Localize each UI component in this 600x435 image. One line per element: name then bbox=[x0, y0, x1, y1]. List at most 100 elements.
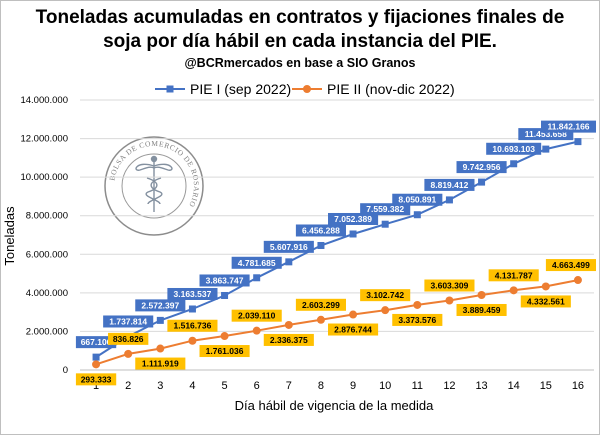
data-point bbox=[252, 326, 261, 335]
x-tick-label: 2 bbox=[125, 380, 131, 392]
data-point bbox=[542, 145, 550, 153]
x-tick-label: 3 bbox=[157, 380, 163, 392]
legend-label-pie-1: PIE I (sep 2022) bbox=[190, 81, 291, 97]
data-point bbox=[284, 320, 293, 329]
y-tick-label: 8.000.000 bbox=[26, 211, 68, 222]
data-point bbox=[92, 353, 100, 361]
data-point bbox=[477, 290, 486, 299]
x-axis-ticks: 1 2 3 4 5 6 7 8 9 10 11 12 13 14 15 16 bbox=[93, 380, 584, 392]
data-point bbox=[349, 230, 357, 238]
data-label: 293.333 bbox=[81, 374, 112, 384]
x-tick-label: 14 bbox=[508, 380, 520, 392]
x-tick-label: 9 bbox=[350, 380, 356, 392]
data-point bbox=[317, 241, 325, 249]
seal-outer-ring bbox=[104, 136, 204, 236]
data-label: 1.516.736 bbox=[174, 321, 212, 331]
y-axis-title: Toneladas bbox=[2, 206, 17, 266]
data-label-box bbox=[167, 319, 218, 332]
data-label-box bbox=[541, 120, 596, 133]
data-point bbox=[156, 316, 164, 324]
data-label: 3.163.537 bbox=[174, 289, 212, 299]
data-label: 5.607.916 bbox=[270, 242, 308, 252]
data-label: 8.819.412 bbox=[431, 180, 469, 190]
y-tick-label: 0 bbox=[63, 365, 68, 376]
caduceus-seal-icon bbox=[135, 155, 173, 212]
y-tick-label: 6.000.000 bbox=[26, 249, 68, 260]
data-point bbox=[445, 196, 453, 204]
data-point bbox=[478, 178, 486, 186]
data-label-box bbox=[424, 178, 475, 191]
series-markers bbox=[92, 138, 582, 369]
y-tick-label: 2.000.000 bbox=[26, 326, 68, 337]
data-label-box bbox=[295, 224, 346, 237]
y-tick-label: 4.000.000 bbox=[26, 288, 68, 299]
data-label-box bbox=[199, 274, 250, 287]
x-tick-label: 6 bbox=[254, 380, 260, 392]
x-tick-label: 10 bbox=[379, 380, 391, 392]
data-label: 4.781.685 bbox=[238, 258, 276, 268]
x-tick-label: 16 bbox=[572, 380, 584, 392]
data-label-box bbox=[75, 336, 117, 349]
y-tick-label: 12.000.000 bbox=[20, 134, 68, 145]
data-point bbox=[316, 315, 325, 324]
x-tick-label: 5 bbox=[222, 380, 228, 392]
data-point bbox=[156, 344, 165, 353]
data-label: 4.332.561 bbox=[527, 296, 565, 306]
x-axis-title: Día hábil de vigencia de la medida bbox=[235, 398, 435, 413]
data-label-box bbox=[456, 161, 507, 174]
data-point bbox=[221, 291, 229, 299]
legend-swatch-marker-pie-1 bbox=[166, 85, 174, 93]
data-point bbox=[220, 332, 229, 341]
legend-label-pie-2: PIE II (nov-dic 2022) bbox=[327, 81, 455, 97]
x-tick-label: 15 bbox=[540, 380, 552, 392]
data-point bbox=[253, 274, 261, 282]
data-point bbox=[285, 258, 293, 266]
data-point bbox=[541, 282, 550, 291]
x-tick-label: 8 bbox=[318, 380, 324, 392]
data-label-box bbox=[488, 269, 539, 282]
y-axis-ticks: 0 2.000.000 4.000.000 6.000.000 8.000.000 10.… bbox=[20, 95, 68, 376]
data-point bbox=[188, 336, 197, 345]
data-label-box bbox=[103, 315, 154, 328]
data-label: 6.456.288 bbox=[302, 225, 340, 235]
data-label-box bbox=[360, 203, 411, 216]
x-tick-label: 1 bbox=[93, 380, 99, 392]
data-label: 3.889.459 bbox=[463, 305, 501, 315]
data-label: 1.761.036 bbox=[206, 346, 244, 356]
data-label: 10.693.103 bbox=[492, 144, 535, 154]
data-point bbox=[509, 286, 518, 295]
data-label: 3.863.747 bbox=[206, 275, 244, 285]
data-label: 1.737.814 bbox=[109, 316, 147, 326]
data-point bbox=[124, 349, 133, 358]
chart-title-line-1: Toneladas acumuladas en contratos y fija… bbox=[36, 7, 565, 28]
data-label-box bbox=[486, 142, 542, 155]
data-label-box bbox=[456, 303, 507, 316]
data-label-box bbox=[328, 323, 379, 336]
data-label: 2.039.110 bbox=[238, 311, 276, 321]
data-label-box bbox=[545, 259, 596, 272]
legend: PIE I (sep 2022) PIE II (nov-dic 2022) bbox=[155, 81, 455, 97]
seal-inner-ring bbox=[121, 153, 187, 219]
chart-subtitle: @BCRmercados en base a SIO Granos bbox=[184, 56, 415, 70]
data-point bbox=[413, 300, 422, 309]
x-tick-label: 4 bbox=[189, 380, 195, 392]
series-line-2 bbox=[95, 279, 579, 366]
y-tick-label: 10.000.000 bbox=[20, 172, 68, 183]
data-label: 3.603.309 bbox=[431, 281, 469, 291]
data-label-box bbox=[263, 240, 314, 253]
data-point bbox=[413, 211, 421, 219]
data-point bbox=[574, 138, 582, 146]
data-label: 2.572.397 bbox=[141, 300, 179, 310]
data-label-box bbox=[231, 256, 282, 269]
data-label-box bbox=[199, 345, 250, 358]
data-label: 7.559.382 bbox=[366, 204, 404, 214]
data-label-box bbox=[295, 298, 346, 311]
data-label: 2.603.299 bbox=[302, 300, 340, 310]
data-label: 667.106 bbox=[81, 337, 112, 347]
data-point bbox=[92, 360, 101, 369]
data-label: 9.742.956 bbox=[463, 162, 501, 172]
data-point bbox=[573, 276, 582, 285]
data-label: 2.336.375 bbox=[270, 335, 308, 345]
